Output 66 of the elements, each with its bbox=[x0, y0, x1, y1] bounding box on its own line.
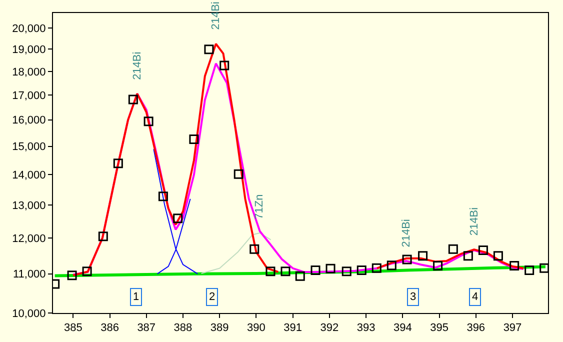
y-tick-label: 11,000 bbox=[12, 268, 46, 281]
x-tick-label: 385 bbox=[64, 322, 82, 334]
x-tick-label: 394 bbox=[393, 322, 412, 334]
point bbox=[418, 251, 428, 261]
point bbox=[220, 60, 230, 70]
point bbox=[310, 266, 320, 276]
y-tick-label: 18,000 bbox=[12, 66, 46, 78]
point bbox=[326, 264, 336, 274]
point bbox=[204, 44, 214, 54]
point bbox=[280, 266, 290, 276]
point bbox=[189, 134, 199, 144]
annotation: 1 bbox=[133, 291, 140, 303]
annotation: 4 bbox=[472, 291, 478, 303]
annotation: 2 bbox=[209, 291, 216, 303]
x-tick-label: 386 bbox=[100, 322, 119, 334]
y-tick-label: 19,000 bbox=[12, 44, 46, 56]
y-tick-label: 13,000 bbox=[12, 200, 46, 212]
point bbox=[234, 169, 244, 179]
point bbox=[463, 251, 473, 261]
annotation: 3 bbox=[410, 291, 416, 303]
point bbox=[98, 232, 108, 242]
y-tick-label: 17,000 bbox=[12, 90, 46, 102]
x-tick-label: 391 bbox=[284, 322, 302, 334]
point bbox=[386, 260, 396, 270]
x-tick-label: 389 bbox=[210, 322, 229, 334]
annotation: 214Bi bbox=[210, 2, 222, 30]
point bbox=[524, 266, 534, 276]
y-tick-label: 14,000 bbox=[12, 170, 46, 182]
x-tick-label: 388 bbox=[174, 322, 192, 334]
point bbox=[250, 244, 260, 254]
annotation: 214Bi bbox=[400, 219, 412, 248]
point bbox=[493, 251, 503, 261]
x-tick-label: 396 bbox=[466, 322, 486, 334]
point bbox=[144, 116, 154, 126]
point bbox=[448, 244, 458, 254]
point bbox=[173, 214, 183, 224]
point bbox=[295, 271, 305, 281]
point bbox=[402, 254, 412, 264]
y-tick-label: 10,000 bbox=[12, 308, 46, 320]
point bbox=[113, 158, 123, 168]
point bbox=[356, 266, 366, 276]
point bbox=[67, 270, 77, 280]
x-tick-label: 390 bbox=[247, 322, 266, 334]
y-tick-label: 20,000 bbox=[12, 22, 46, 35]
point bbox=[510, 260, 520, 270]
x-tick-label: 397 bbox=[503, 322, 522, 334]
point bbox=[128, 94, 138, 104]
point bbox=[158, 192, 168, 202]
point bbox=[433, 260, 443, 270]
annotation: 214Bi bbox=[132, 52, 144, 80]
y-tick-label: 16,000 bbox=[12, 114, 46, 127]
annotation: 214Bi bbox=[468, 207, 481, 236]
point bbox=[82, 266, 92, 276]
x-tick-label: 395 bbox=[430, 322, 448, 334]
annotation: 71Zn bbox=[253, 194, 266, 220]
y-tick-label: 12,000 bbox=[12, 232, 46, 245]
point bbox=[342, 266, 352, 276]
point bbox=[266, 266, 276, 276]
y-tick-label: 15,000 bbox=[12, 141, 46, 154]
point bbox=[372, 263, 382, 273]
x-tick-label: 393 bbox=[356, 322, 376, 334]
x-tick-label: 392 bbox=[320, 322, 339, 334]
x-tick-label: 387 bbox=[137, 322, 156, 334]
point bbox=[540, 263, 548, 273]
line-series bbox=[200, 232, 272, 274]
point bbox=[478, 245, 488, 255]
